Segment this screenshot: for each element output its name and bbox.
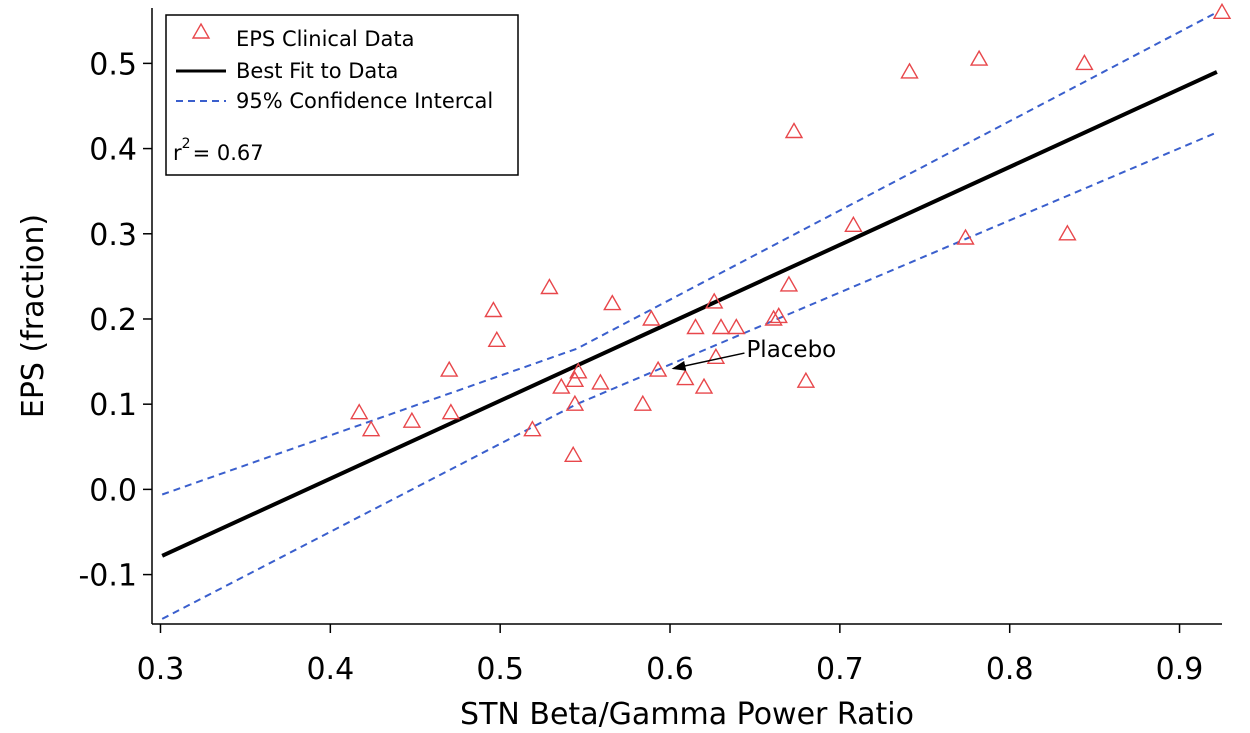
legend-entry-fit: Best Fit to Data <box>236 59 398 83</box>
data-point-triangle <box>1212 2 1232 19</box>
data-point-triangle <box>591 373 610 390</box>
data-point-triangle <box>565 370 585 387</box>
r-squared-exponent: 2 <box>182 136 191 152</box>
y-tick-label: 0.5 <box>89 47 137 82</box>
x-tick-label: 0.5 <box>476 652 524 687</box>
confidence-band-line <box>161 11 1218 496</box>
data-point-triangle <box>706 347 726 364</box>
data-point-triangle <box>1058 224 1077 241</box>
data-point-triangle <box>969 49 989 66</box>
data-point-triangle <box>727 318 746 335</box>
data-point-triangle <box>769 306 788 324</box>
x-tick-label: 0.4 <box>306 652 354 687</box>
data-point-triangle <box>900 62 919 79</box>
placebo-annotation: Placebo <box>746 337 836 363</box>
data-point-triangle <box>349 403 369 420</box>
data-point-triangle <box>603 294 622 311</box>
data-point-triangle <box>779 275 799 292</box>
confidence-band-line <box>161 131 1218 620</box>
data-point-triangle <box>686 318 705 335</box>
r-squared-symbol: r <box>173 141 182 165</box>
y-tick-label: 0.3 <box>89 218 137 253</box>
data-point-triangle <box>784 122 804 139</box>
legend-entry-ci: 95% Confidence Intercal <box>236 89 493 113</box>
x-axis-label: STN Beta/Gamma Power Ratio <box>460 697 914 732</box>
y-tick-label: 0.2 <box>89 303 137 338</box>
y-tick-label: 0.4 <box>89 133 137 168</box>
best-fit-line <box>161 70 1218 558</box>
data-point-triangle <box>402 411 422 428</box>
data-point-triangle <box>956 228 975 245</box>
data-point-triangle <box>704 292 724 309</box>
data-point-triangle <box>633 394 653 411</box>
legend: EPS Clinical Data Best Fit to Data 95% C… <box>165 14 519 176</box>
data-point-triangle <box>844 215 863 232</box>
data-point-triangle <box>523 420 542 437</box>
y-tick-label: 0.1 <box>89 388 137 423</box>
x-tick-label: 0.3 <box>137 652 185 687</box>
legend-entry-data: EPS Clinical Data <box>236 27 414 51</box>
data-point-triangle <box>540 278 559 295</box>
legend-marker-triangle-icon <box>191 22 211 39</box>
placebo-arrow <box>671 352 745 371</box>
x-tick-label: 0.7 <box>816 652 864 687</box>
data-point-triangle <box>361 420 381 437</box>
data-point-triangle <box>441 403 461 420</box>
legend-box <box>165 14 519 176</box>
data-point-triangle <box>569 362 588 379</box>
data-point-triangle <box>484 301 503 318</box>
x-tick-label: 0.9 <box>1156 652 1204 687</box>
data-point-triangle <box>764 309 783 326</box>
data-point-triangle <box>642 309 661 326</box>
r-squared-value: = 0.67 <box>193 141 264 165</box>
y-tick-label: 0.0 <box>89 473 137 508</box>
data-point-triangle <box>487 330 507 347</box>
data-point-triangle <box>648 360 668 377</box>
data-point-triangle <box>676 369 695 386</box>
data-point-triangle <box>439 360 459 377</box>
data-point-triangle <box>563 445 583 462</box>
data-point-triangle <box>552 377 571 394</box>
x-tick-label: 0.6 <box>646 652 694 687</box>
y-tick-label: -0.1 <box>78 559 137 594</box>
data-point-triangle <box>565 394 585 411</box>
legend-r-squared: r2= 0.67 <box>173 136 264 165</box>
data-point-triangle <box>1075 53 1094 71</box>
data-point-triangle <box>796 371 816 388</box>
data-point-triangle <box>694 377 714 394</box>
x-tick-label: 0.8 <box>986 652 1034 687</box>
y-axis-label: EPS (fraction) <box>16 214 51 418</box>
data-point-triangle <box>711 318 731 335</box>
